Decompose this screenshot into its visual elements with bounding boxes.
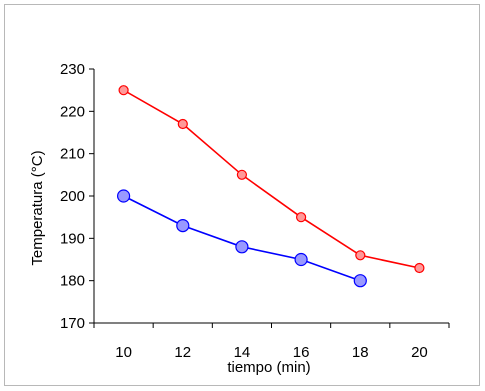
series-1-point [236, 169, 247, 180]
series-1-line [123, 89, 420, 269]
series-2-point [116, 189, 131, 203]
series-2-point [294, 252, 308, 267]
plot-layer: 170 180 190 200 210 220 230 10 12 14 16 18 20 [60, 61, 450, 361]
x-tick-label: 14 [234, 344, 251, 361]
series-1-point [355, 250, 366, 261]
series-2-point [353, 274, 367, 288]
series-1-point [296, 212, 307, 223]
series-1-point [414, 262, 425, 274]
x-axis-title: tiempo (min) [227, 359, 310, 376]
x-tick-label: 10 [115, 344, 132, 361]
y-tick-label: 190 [60, 230, 85, 247]
x-tick-label: 18 [352, 344, 369, 361]
series-1-point [177, 118, 188, 130]
y-tick-label: 170 [60, 315, 85, 332]
series-2-point [235, 240, 249, 254]
y-axis-title: Temperatura (°C) [29, 150, 46, 265]
y-tick-label: 230 [60, 61, 85, 78]
chart-area [4, 4, 480, 386]
y-tick-label: 220 [60, 103, 85, 120]
series-1-point [118, 85, 129, 96]
y-tick-label: 200 [60, 188, 85, 205]
x-tick-label: 12 [174, 344, 191, 361]
x-tick-label: 20 [411, 344, 428, 361]
series-2-point [176, 219, 190, 233]
y-tick-label: 210 [60, 146, 85, 163]
x-tick-label: 16 [293, 344, 310, 361]
series-2-line [123, 195, 361, 282]
y-tick-label: 180 [60, 273, 85, 290]
